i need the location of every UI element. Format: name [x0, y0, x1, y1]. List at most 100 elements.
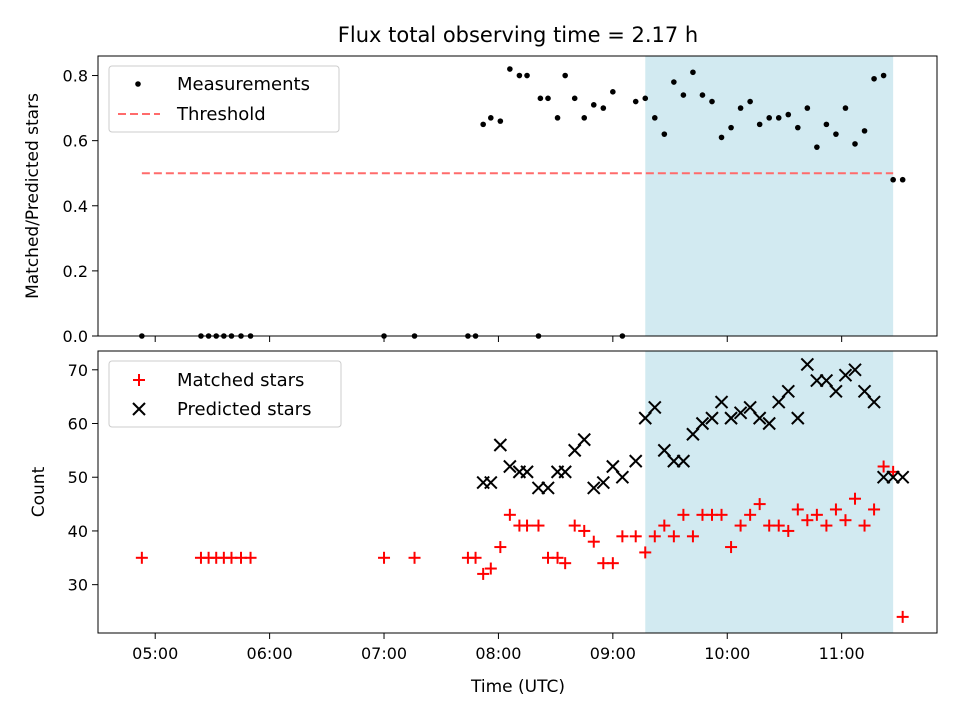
matched-star-point [616, 530, 629, 543]
bottom-y-ticks: 30 40 50 60 70 [68, 361, 98, 595]
measurement-point [785, 111, 792, 118]
predicted-star-point [819, 373, 834, 388]
matched-star-point [494, 541, 507, 554]
predicted-star-point [638, 411, 652, 425]
legend-measurements-label: Measurements [177, 74, 310, 95]
bottom-panel: 05:00 06:00 07:00 08:00 09:00 10:00 11:00 30 40… [29, 350, 938, 697]
measurement-point [718, 134, 725, 141]
matched-star-point [244, 551, 257, 564]
measurement-point [642, 95, 649, 102]
top-y-tick-label-4: 0.8 [63, 67, 88, 86]
measurement-point [833, 131, 839, 137]
measurement-point [766, 115, 772, 121]
measurement-point [852, 141, 858, 147]
matched-star-point [477, 567, 490, 580]
predicted-star-point [484, 475, 498, 490]
measurement-point [516, 72, 523, 79]
predicted-star-point [705, 411, 719, 425]
measurement-point [545, 95, 551, 102]
matched-star-point [877, 460, 890, 473]
predicted-star-point [800, 357, 815, 372]
measurement-point [680, 92, 687, 98]
bot-y-tick-label-1: 40 [68, 522, 88, 541]
measurement-point [581, 115, 588, 121]
predicted-star-point [629, 454, 643, 468]
measurement-point [661, 131, 668, 137]
predicted-star-point [876, 470, 891, 484]
x-tick-label-4: 09:00 [590, 644, 636, 663]
matched-star-point [639, 546, 652, 559]
matched-star-point [378, 551, 391, 564]
measurement-point [554, 115, 561, 121]
matched-star-point [772, 519, 785, 532]
predicted-star-points [476, 357, 910, 495]
predicted-star-point [724, 411, 738, 425]
predicted-star-point [772, 395, 786, 409]
predicted-star-point [848, 363, 862, 377]
predicted-star-point [520, 465, 534, 479]
measurement-point [651, 115, 658, 121]
legend-threshold-label: Threshold [176, 104, 266, 125]
x-tick-label-5: 10:00 [704, 644, 750, 663]
legend-matched-label: Matched stars [177, 370, 304, 391]
matched-star-point [648, 530, 661, 543]
predicted-star-point [503, 459, 517, 474]
measurement-point [737, 105, 744, 111]
matched-star-point [744, 508, 757, 521]
matched-star-point [658, 519, 671, 532]
predicted-star-point [867, 395, 881, 409]
matched-star-point [801, 514, 814, 527]
matched-star-point [820, 519, 833, 532]
top-legend-box [108, 65, 340, 133]
measurement-point [871, 75, 877, 82]
matched-star-point [408, 551, 421, 564]
matched-star-point [532, 519, 545, 532]
measurement-point [728, 124, 734, 131]
bot-y-tick-label-0: 30 [68, 576, 88, 595]
measurement-point [699, 92, 706, 98]
measurement-point [880, 72, 887, 79]
measurement-point [671, 79, 677, 85]
measurement-point [497, 118, 504, 124]
measurement-point [823, 121, 830, 128]
matched-star-point [782, 524, 795, 537]
legend-predicted-label: Predicted stars [177, 399, 311, 420]
top-y-ticks: 0.0 0.2 0.4 0.6 0.8 [63, 67, 98, 346]
predicted-star-point [838, 368, 853, 382]
matched-star-point [810, 508, 823, 521]
measurement-point [524, 72, 530, 79]
matched-star-point [503, 508, 516, 521]
measurement-point [709, 98, 715, 105]
matched-star-points [135, 460, 909, 623]
matched-star-point [896, 610, 909, 623]
predicted-star-point [781, 384, 795, 398]
bot-y-tick-label-2: 50 [68, 468, 88, 487]
top-legend: Measurements Threshold [108, 65, 340, 133]
predicted-star-point [596, 475, 611, 490]
x-axis-label: Time (UTC) [470, 677, 565, 697]
measurement-point [488, 115, 494, 121]
matched-star-point [839, 514, 852, 527]
bottom-legend-box [108, 360, 342, 428]
predicted-star-point [648, 400, 662, 415]
measurement-point [690, 69, 696, 76]
measurement-point [590, 102, 597, 108]
top-y-tick-label-3: 0.6 [63, 132, 88, 151]
measurement-point [795, 124, 801, 131]
bottom-legend: Matched stars Predicted stars [108, 360, 342, 428]
predicted-star-point [676, 454, 691, 468]
predicted-star-point [558, 465, 572, 479]
predicted-star-point [686, 427, 700, 441]
x-tick-label-2: 07:00 [361, 644, 407, 663]
predicted-star-point [743, 400, 757, 415]
matched-star-point [568, 519, 581, 532]
predicted-star-point [857, 384, 872, 398]
bottom-y-axis-label: Count [29, 466, 49, 517]
matched-star-point [858, 519, 871, 532]
legend-predicted-marker [132, 402, 146, 416]
matched-star-point [135, 551, 148, 564]
predicted-star-point [541, 481, 555, 495]
chart-title: Flux total observing time = 2.17 h [338, 23, 698, 47]
matched-star-point [715, 508, 728, 521]
